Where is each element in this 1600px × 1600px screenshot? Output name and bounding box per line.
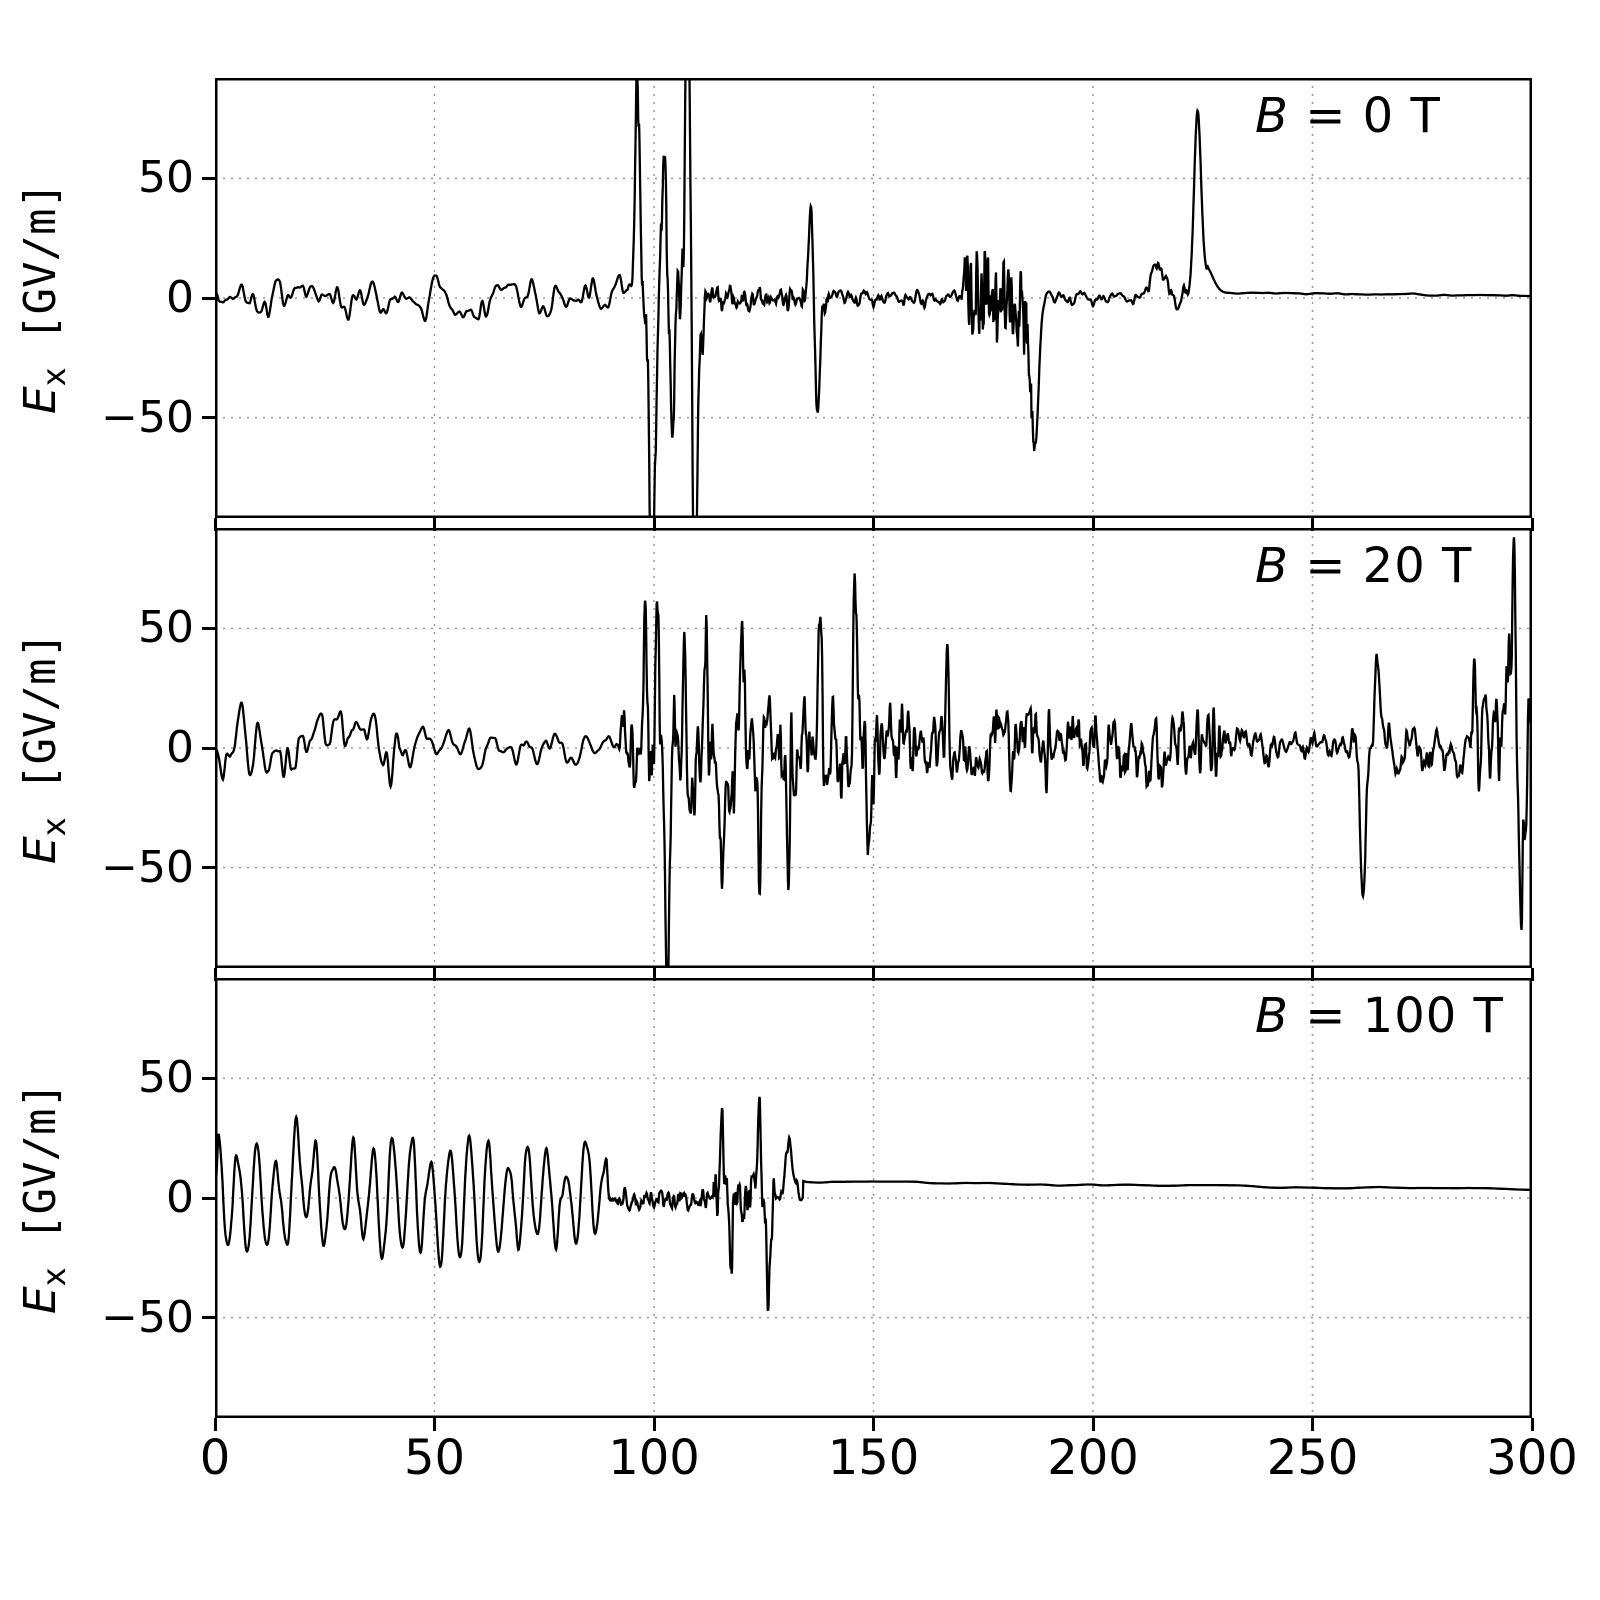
panel-b20-plot (215, 528, 1532, 968)
x-tick-mark (1311, 518, 1314, 531)
grid-lines (215, 528, 1532, 968)
y-tick-label: 50 (138, 152, 194, 204)
x-tick-mark (652, 1418, 656, 1431)
annotation-variable: B (1255, 988, 1289, 1044)
y-tick-mark (202, 866, 215, 870)
panel-border (215, 978, 1532, 1418)
annotation-value: = 100 T (1288, 988, 1504, 1044)
x-tick-label: 150 (827, 1430, 920, 1486)
x-tick-mark (213, 1418, 217, 1431)
y-tick-label: 50 (138, 1052, 194, 1104)
annotation-b-field: B = 100 T (1255, 988, 1504, 1044)
x-tick-mark (213, 518, 217, 531)
x-tick-mark (872, 518, 875, 531)
signal-line (215, 78, 1532, 518)
annotation-value: = 0 T (1288, 88, 1441, 144)
panel-b0: B = 0 T Ex [GV/m] (15, 78, 1532, 518)
annotation-b-field: B = 20 T (1255, 538, 1472, 594)
x-tick-mark (1311, 968, 1314, 981)
y-axis-label-subscript: x (36, 817, 73, 837)
y-tick-mark (202, 296, 215, 300)
y-tick-mark (202, 416, 215, 420)
y-tick-label: 0 (166, 1172, 194, 1223)
panel-b100-plot (215, 978, 1532, 1418)
y-tick-mark (202, 746, 215, 750)
y-axis-label-unit: [GV/m] (15, 1082, 67, 1268)
x-tick-mark (433, 968, 436, 981)
x-tick-mark (1530, 518, 1534, 531)
y-tick-label: −50 (101, 1291, 194, 1343)
y-axis-label-subscript: x (36, 367, 73, 387)
x-tick-mark (652, 968, 656, 981)
x-tick-mark (1091, 968, 1095, 981)
panel-b0-plot (215, 78, 1532, 518)
y-tick-mark (202, 176, 215, 180)
x-tick-mark (1091, 1418, 1095, 1431)
signal-line (215, 537, 1532, 968)
y-tick-label: 0 (166, 272, 194, 323)
x-tick-mark (1530, 968, 1534, 981)
x-tick-label: 200 (1047, 1430, 1139, 1486)
x-tick-mark (213, 968, 217, 981)
x-tick-mark (872, 1418, 875, 1431)
grid-lines (215, 78, 1532, 518)
y-tick-label: −50 (101, 841, 194, 893)
y-tick-mark (202, 626, 215, 630)
x-tick-mark (1311, 1418, 1314, 1431)
annotation-value: = 20 T (1288, 538, 1473, 594)
y-tick-mark (202, 1196, 215, 1200)
signal-line (215, 1096, 1532, 1312)
y-axis-label-subscript: x (36, 1267, 73, 1287)
y-tick-label: 50 (138, 602, 194, 654)
x-tick-mark (1091, 518, 1095, 531)
x-tick-mark (433, 518, 436, 531)
x-tick-mark (1530, 1418, 1534, 1431)
panel-border (215, 78, 1532, 518)
x-tick-mark (652, 518, 656, 531)
annotation-b-field: B = 0 T (1255, 88, 1441, 144)
y-tick-label: −50 (101, 391, 194, 443)
x-tick-label: 250 (1266, 1430, 1359, 1486)
x-tick-label: 0 (199, 1430, 231, 1486)
x-tick-mark (433, 1418, 436, 1431)
y-tick-mark (202, 1076, 215, 1080)
y-axis-label-unit: [GV/m] (15, 632, 67, 818)
y-tick-label: 0 (166, 722, 194, 773)
x-tick-label: 50 (403, 1430, 466, 1486)
y-tick-mark (202, 1316, 215, 1320)
x-tick-label: 300 (1486, 1430, 1578, 1486)
y-axis-label-unit: [GV/m] (15, 182, 67, 368)
x-tick-label: 100 (608, 1430, 700, 1486)
x-tick-mark (872, 968, 875, 981)
panel-b100: B = 100 T Ex [GV/m] (15, 978, 1532, 1418)
annotation-variable: B (1255, 538, 1289, 594)
annotation-variable: B (1255, 88, 1289, 144)
panel-b20: B = 20 T Ex [GV/m] (15, 528, 1532, 968)
grid-lines (215, 978, 1532, 1418)
